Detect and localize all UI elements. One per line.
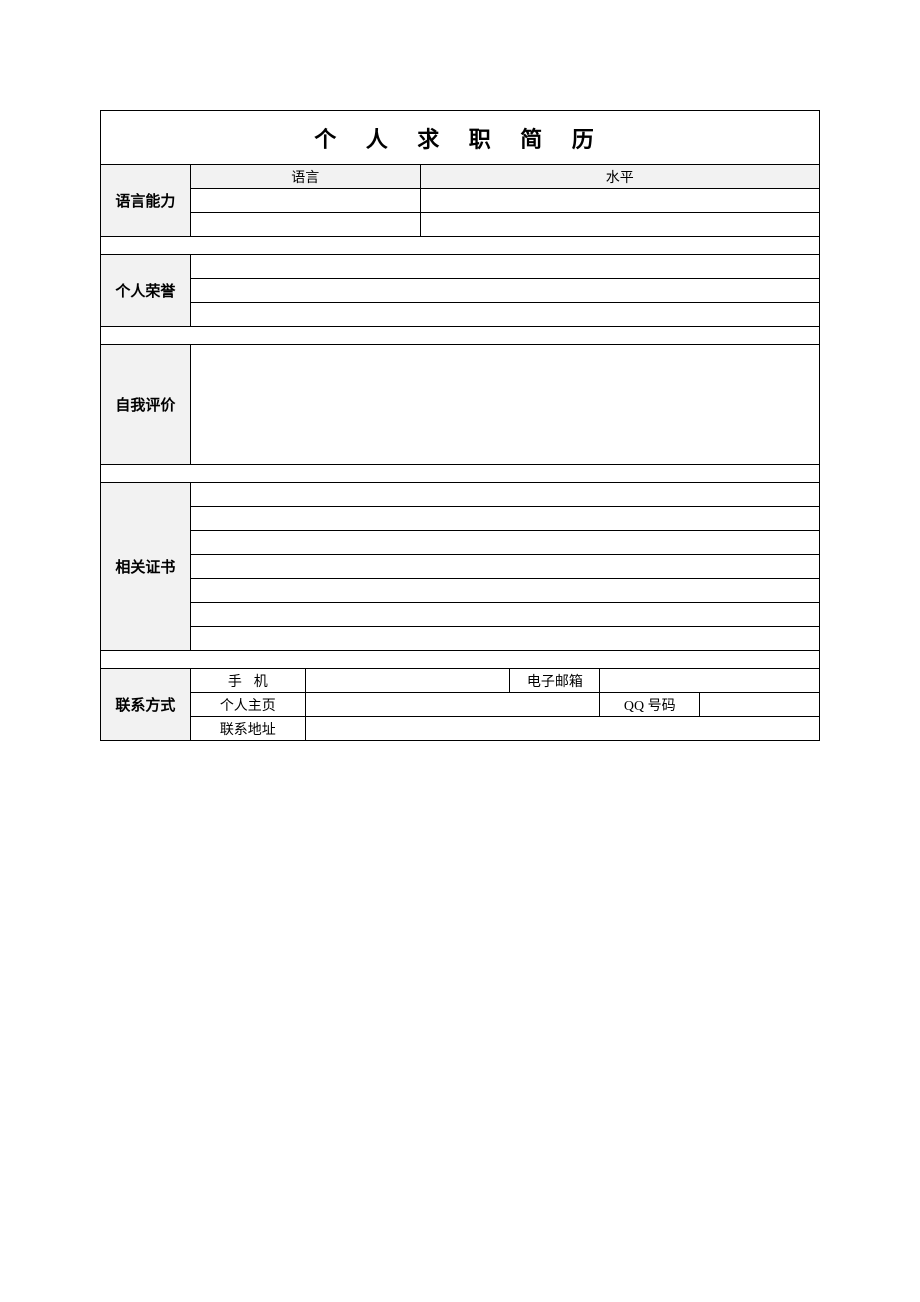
spacer-row	[101, 237, 820, 255]
section-self-evaluation: 自我评价	[101, 345, 191, 465]
homepage-value	[305, 693, 600, 717]
address-label: 联系地址	[190, 717, 305, 741]
section-language-ability: 语言能力	[101, 165, 191, 237]
language-cell-1	[190, 213, 420, 237]
certificate-row-6	[190, 627, 819, 651]
phone-label: 手机	[190, 669, 305, 693]
section-certificates: 相关证书	[101, 483, 191, 651]
qq-label: QQ 号码	[600, 693, 700, 717]
level-cell-0	[420, 189, 819, 213]
certificate-row-0	[190, 483, 819, 507]
certificate-row-4	[190, 579, 819, 603]
column-header-language: 语言	[190, 165, 420, 189]
certificate-row-1	[190, 507, 819, 531]
homepage-label: 个人主页	[190, 693, 305, 717]
certificate-row-3	[190, 555, 819, 579]
phone-value	[305, 669, 510, 693]
spacer-row	[101, 327, 820, 345]
resume-table: 个 人 求 职 简 历 语言能力 语言 水平 个人荣誉 自我评价	[100, 110, 820, 741]
email-label: 电子邮箱	[510, 669, 600, 693]
section-contact: 联系方式	[101, 669, 191, 741]
qq-value	[700, 693, 820, 717]
address-value	[305, 717, 819, 741]
section-personal-honors: 个人荣誉	[101, 255, 191, 327]
self-evaluation-content	[190, 345, 819, 465]
honor-row-2	[190, 303, 819, 327]
column-header-level: 水平	[420, 165, 819, 189]
honor-row-0	[190, 255, 819, 279]
certificate-row-5	[190, 603, 819, 627]
document-title: 个 人 求 职 简 历	[101, 111, 820, 165]
level-cell-1	[420, 213, 819, 237]
certificate-row-2	[190, 531, 819, 555]
email-value	[600, 669, 820, 693]
spacer-row	[101, 651, 820, 669]
spacer-row	[101, 465, 820, 483]
honor-row-1	[190, 279, 819, 303]
language-cell-0	[190, 189, 420, 213]
